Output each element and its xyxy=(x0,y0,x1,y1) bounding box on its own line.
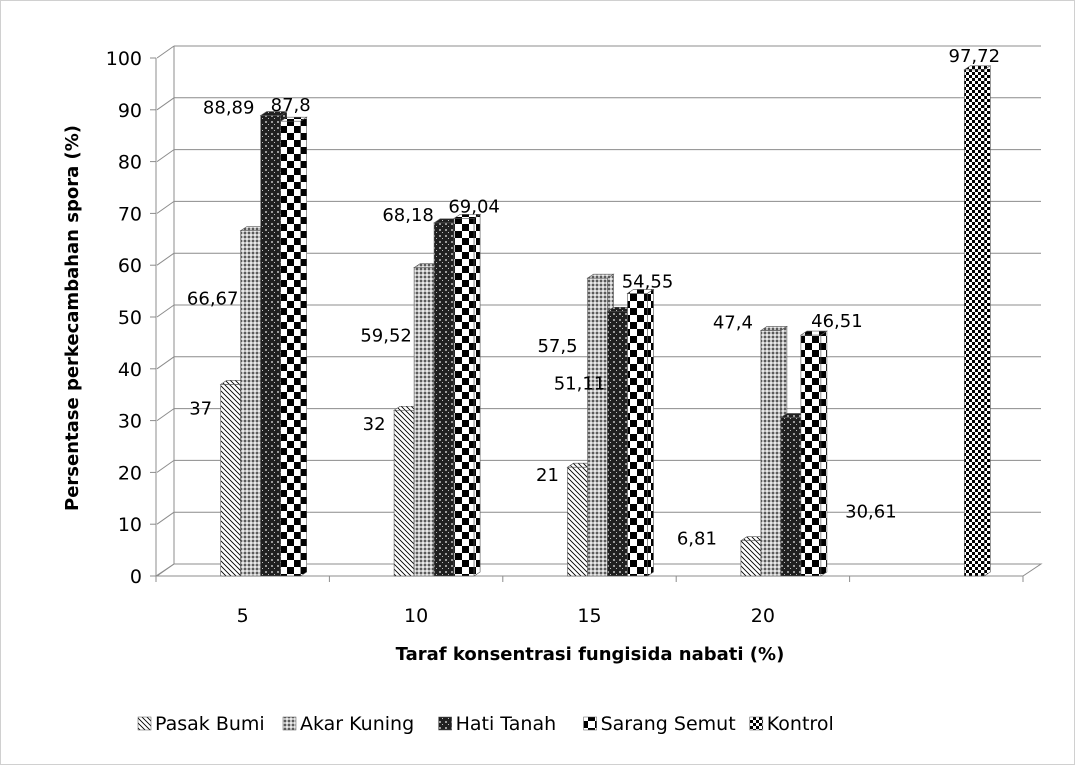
gridline-depth xyxy=(156,304,175,318)
x-axis-ticks: 5 10 15 20 xyxy=(237,605,775,627)
bar-side xyxy=(473,213,481,577)
bar-side xyxy=(983,65,991,577)
data-label: 88,89 xyxy=(203,98,255,119)
y-tick-label: 90 xyxy=(118,100,142,122)
x-tick-label: 15 xyxy=(577,605,601,627)
y-tick-label: 50 xyxy=(118,307,142,329)
data-label: 30,61 xyxy=(845,501,897,522)
bar xyxy=(627,293,648,577)
legend-item: Sarang Semut xyxy=(583,713,736,735)
bar-side xyxy=(300,116,308,577)
bar xyxy=(740,540,762,577)
legend-item: Akar Kuning xyxy=(282,713,414,735)
axes xyxy=(150,46,1043,582)
bar xyxy=(567,466,588,577)
y-tick-label: 0 xyxy=(130,566,142,588)
gridline-depth xyxy=(156,459,175,473)
data-label: 46,51 xyxy=(811,311,863,332)
y-axis-title: Persentase perkecambahan spora (%) xyxy=(62,125,83,511)
y-tick-label: 60 xyxy=(118,255,142,277)
y-tick-label: 20 xyxy=(118,462,142,484)
floor xyxy=(154,563,1043,577)
bar-side xyxy=(647,288,654,577)
legend-label: Hati Tanah xyxy=(456,713,557,735)
bar xyxy=(433,222,455,577)
legend-swatch xyxy=(438,716,452,731)
data-label: 47,4 xyxy=(713,312,753,333)
y-tick-label: 100 xyxy=(106,48,142,70)
gridline-depth xyxy=(156,97,175,111)
data-label: 59,52 xyxy=(360,326,412,347)
x-tick-label: 20 xyxy=(751,605,775,627)
bar xyxy=(240,230,261,577)
legend-label: Kontrol xyxy=(767,713,834,735)
bar xyxy=(220,384,241,577)
bars xyxy=(219,65,992,577)
bar-side xyxy=(820,330,828,577)
data-label: 51,11 xyxy=(554,373,606,394)
y-axis-ticks: 0 10 20 30 40 50 60 70 80 90 100 xyxy=(106,48,142,588)
legend-item: Hati Tanah xyxy=(438,713,557,735)
gridline-depth xyxy=(156,408,175,422)
bar xyxy=(780,417,802,577)
gridline-depth xyxy=(156,200,175,214)
gridline-depth xyxy=(156,252,175,266)
legend-label: Sarang Semut xyxy=(601,713,736,735)
bar xyxy=(607,310,628,577)
legend-label: Akar Kuning xyxy=(300,713,414,735)
legend-swatch xyxy=(749,716,764,731)
bar xyxy=(760,330,782,577)
data-label: 54,55 xyxy=(622,271,674,292)
y-tick-label: 80 xyxy=(118,152,142,174)
gridline-depth xyxy=(156,149,175,163)
bar xyxy=(800,334,822,577)
data-label: 37 xyxy=(189,398,212,419)
gridline-depth xyxy=(156,45,175,59)
data-label: 6,81 xyxy=(677,529,717,550)
legend-item: Pasak Bumi xyxy=(137,713,265,735)
bar xyxy=(413,267,435,577)
data-label: 97,72 xyxy=(949,46,1001,67)
bar xyxy=(393,409,415,577)
bar xyxy=(453,218,475,577)
x-tick-label: 10 xyxy=(404,605,428,627)
legend-label: Pasak Bumi xyxy=(155,713,265,735)
legend-swatch xyxy=(282,716,297,731)
gridline-depth xyxy=(156,511,175,525)
y-tick-label: 70 xyxy=(118,203,142,225)
legend: Pasak Bumi Akar Kuning Hati Tanah Sarang Se… xyxy=(137,713,834,735)
data-label: 87,8 xyxy=(271,95,311,116)
legend-swatch xyxy=(137,716,152,731)
legend-swatch xyxy=(583,716,597,731)
data-label: 21 xyxy=(536,465,559,486)
bar xyxy=(280,120,302,577)
y-tick-label: 10 xyxy=(118,514,142,536)
data-label: 57,5 xyxy=(537,336,577,357)
x-tick-label: 5 xyxy=(237,605,249,627)
bar xyxy=(587,277,608,577)
y-tick-label: 30 xyxy=(118,411,142,433)
y-tick-label: 40 xyxy=(118,359,142,381)
gridline-depth xyxy=(156,356,175,370)
data-label: 69,04 xyxy=(448,196,500,217)
legend-item: Kontrol xyxy=(749,713,834,735)
x-axis-title: Taraf konsentrasi fungisida nabati (%) xyxy=(396,644,785,665)
data-label: 66,67 xyxy=(187,289,239,310)
data-labels: 37 66,67 88,89 87,8 32 59,52 68,18 69,04 21 57,5 5… xyxy=(187,46,1000,550)
data-label: 32 xyxy=(363,414,386,435)
bar xyxy=(963,69,985,577)
bar xyxy=(260,115,282,577)
data-label: 68,18 xyxy=(382,205,434,226)
